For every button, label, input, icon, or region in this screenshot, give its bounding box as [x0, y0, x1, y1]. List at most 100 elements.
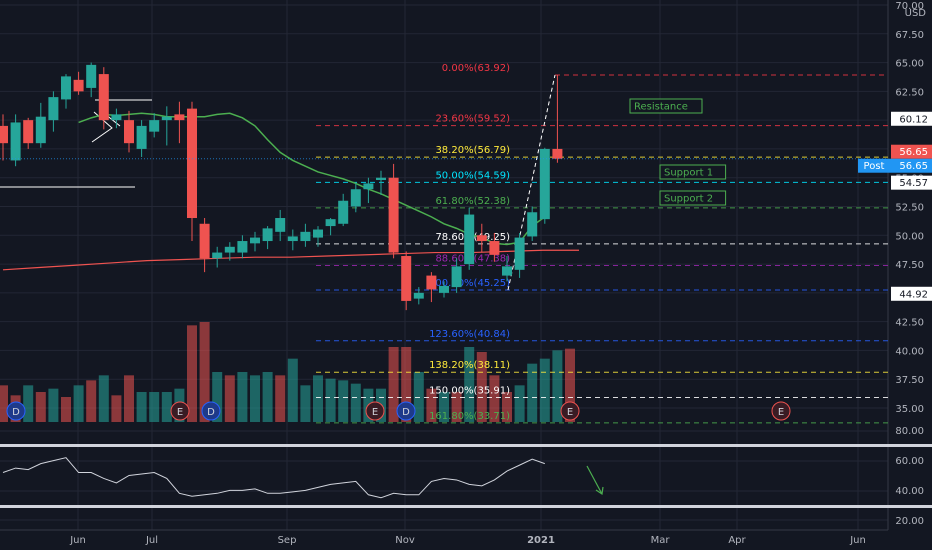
volume-bar	[464, 347, 475, 422]
event-marker-letter: E	[778, 407, 784, 418]
candle	[439, 281, 449, 298]
arrow-icon	[595, 486, 604, 496]
fib-label: 123.60%(40.84)	[429, 329, 510, 340]
candle-body	[552, 148, 563, 159]
candle-body	[300, 231, 311, 242]
earnings-marker: E	[771, 401, 791, 421]
volume-bar	[61, 397, 71, 422]
volume-bar	[237, 372, 248, 422]
volume-bar	[86, 380, 97, 422]
candle-body	[136, 125, 147, 149]
candle	[451, 258, 462, 293]
candle	[61, 74, 71, 109]
time-tick-label: Sep	[278, 535, 297, 546]
price-tag-text: 56.65	[899, 161, 928, 172]
candle-body	[73, 79, 84, 92]
volume-bar	[212, 372, 223, 422]
candle-body	[124, 120, 134, 144]
candle-body	[502, 266, 512, 276]
candle-body	[61, 76, 71, 100]
resistance-label-box	[629, 98, 703, 114]
candle	[552, 75, 563, 163]
candle-body	[363, 183, 374, 190]
price-tag-box	[891, 144, 932, 159]
pane-separator[interactable]	[0, 505, 932, 508]
event-marker-circle	[6, 401, 26, 421]
rsi-tick-label: 60.00	[895, 456, 924, 467]
time-tick-label: Jul	[145, 535, 158, 546]
volume-bar	[502, 392, 512, 422]
earnings-marker: E	[170, 401, 190, 421]
volume-bar	[262, 372, 273, 422]
candle-body	[413, 292, 424, 299]
fib-label: 0.00%(63.92)	[442, 63, 510, 74]
time-tick-label: Nov	[395, 535, 415, 546]
volume-bar	[187, 325, 197, 422]
long-moving-average-line	[2, 249, 579, 271]
candle	[476, 223, 487, 253]
currency-label: USD	[905, 8, 927, 19]
price-tick-label: 50.00	[895, 231, 924, 242]
price-tick-label: 70.00	[895, 1, 924, 12]
price-tag-text: 56.65	[899, 147, 928, 158]
candle	[73, 71, 84, 95]
candle-body	[514, 237, 525, 270]
volume-bar	[111, 395, 122, 422]
candle-body	[401, 256, 412, 301]
volume-bar	[539, 358, 550, 422]
price-tick-label: 47.50	[895, 260, 924, 271]
volume-bar	[439, 392, 449, 422]
candle	[250, 231, 260, 252]
candle	[23, 117, 34, 149]
event-marker-circle	[365, 401, 385, 421]
volume-bar	[48, 388, 59, 422]
dividend-marker: D	[201, 401, 221, 421]
price-tag-box	[891, 286, 932, 301]
candle-body	[98, 74, 109, 121]
candle	[325, 218, 336, 236]
earnings-marker: E	[560, 401, 580, 421]
candle	[237, 235, 248, 259]
candle	[262, 226, 273, 250]
candle-body	[313, 229, 323, 238]
event-marker-circle	[560, 401, 580, 421]
volume-bar	[287, 358, 298, 422]
pane-separator[interactable]	[0, 444, 932, 447]
volume-bar	[73, 385, 84, 422]
volume-bar	[250, 375, 260, 422]
volume-bar	[388, 347, 399, 422]
candle-body	[174, 114, 185, 121]
candle-body	[451, 266, 462, 288]
price-tag-text: 44.92	[899, 289, 928, 300]
price-tick-label: 42.50	[895, 318, 924, 329]
price-tag-box	[891, 175, 932, 190]
candle-body	[35, 116, 46, 144]
event-marker-letter: D	[207, 407, 215, 418]
price-axis: USD67.5065.0062.5060.0057.5055.0052.5050…	[891, 1, 932, 527]
volume-bar	[325, 378, 336, 422]
candle-body	[237, 241, 248, 253]
candle	[376, 170, 386, 195]
candle	[527, 206, 538, 242]
candle	[338, 193, 349, 227]
candle-body	[86, 64, 97, 88]
candle	[426, 272, 437, 303]
volume-bar	[0, 385, 8, 422]
price-tag: 60.12	[891, 111, 932, 126]
candle-body	[350, 189, 361, 207]
price-tick-label: 65.00	[895, 59, 924, 70]
volume-bar	[413, 372, 424, 422]
candle-body	[0, 125, 8, 144]
candle-body	[212, 252, 223, 259]
candle-body	[287, 236, 298, 242]
event-marker-letter: D	[402, 407, 410, 418]
candle-body	[476, 235, 487, 242]
candle-body	[187, 108, 197, 219]
candles	[0, 62, 563, 311]
volume-bar	[98, 375, 109, 422]
price-tag: 56.65	[891, 158, 932, 173]
support-1-label: Support 1	[659, 164, 727, 180]
fib-label: 100.00%(45.25)	[429, 278, 510, 289]
arrow-icon	[586, 465, 603, 495]
